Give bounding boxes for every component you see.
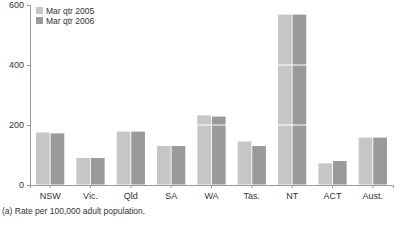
x-tick-label: SA xyxy=(165,191,177,201)
bar xyxy=(51,133,65,185)
y-tick-mark xyxy=(27,125,30,126)
bar xyxy=(238,142,252,186)
y-axis-line xyxy=(27,6,31,186)
bar xyxy=(278,15,292,185)
bar xyxy=(318,163,332,185)
x-tick: NT xyxy=(286,185,298,201)
bar xyxy=(117,132,131,185)
x-tick-mark xyxy=(90,185,91,188)
bars xyxy=(36,15,387,185)
bar xyxy=(157,146,171,185)
legend-item: Mar qtr 2006 xyxy=(36,16,94,26)
y-tick: 600 xyxy=(9,0,30,10)
legend-item: Mar qtr 2005 xyxy=(36,6,94,16)
x-tick: Aust. xyxy=(363,185,384,201)
x-axis-line xyxy=(31,186,394,189)
x-tick-label: Qld xyxy=(124,191,138,201)
x-tick-label: Vic. xyxy=(83,191,98,201)
x-tick: Qld xyxy=(124,185,138,201)
chart: 0 200 400 600 NSW Vic. Qld SA WA Tas. NT ACT Aust. Ma… xyxy=(0,0,397,227)
bar xyxy=(131,132,145,185)
x-tick-label: ACT xyxy=(324,191,343,201)
grid-line xyxy=(30,185,393,186)
grid-line xyxy=(30,65,393,66)
y-tick: 200 xyxy=(9,120,30,130)
y-tick-mark xyxy=(27,185,30,186)
x-tick-mark xyxy=(332,185,333,188)
x-tick-label: Tas. xyxy=(244,191,261,201)
grid-line xyxy=(30,125,393,126)
x-tick-label: NSW xyxy=(40,191,62,201)
bar xyxy=(373,138,387,185)
y-tick-label: 0 xyxy=(19,180,24,190)
x-tick-label: WA xyxy=(204,191,218,201)
y-tick: 0 xyxy=(19,180,30,190)
x-tick-mark xyxy=(130,185,131,188)
y-tick-label: 400 xyxy=(9,60,24,70)
bar xyxy=(197,115,211,185)
y-tick-mark xyxy=(27,65,30,66)
x-tick-label: Aust. xyxy=(363,191,384,201)
x-tick-mark xyxy=(372,185,373,188)
x-tick-mark xyxy=(211,185,212,188)
x-tick-mark xyxy=(171,185,172,188)
bar xyxy=(36,133,50,186)
x-tick: WA xyxy=(204,185,218,201)
bar xyxy=(91,158,105,185)
y-axis: 0 200 400 600 xyxy=(9,0,31,190)
legend-swatch xyxy=(36,17,43,24)
x-tick: Tas. xyxy=(244,185,261,201)
x-tick: Vic. xyxy=(83,185,98,201)
x-tick-mark xyxy=(251,185,252,188)
legend-label: Mar qtr 2005 xyxy=(46,6,94,16)
x-axis: NSW Vic. Qld SA WA Tas. NT ACT Aust. xyxy=(31,185,394,201)
y-tick-label: 600 xyxy=(9,0,24,10)
x-tick: NSW xyxy=(40,185,62,201)
bar xyxy=(333,161,347,185)
legend-swatch xyxy=(36,7,43,14)
x-tick-label: NT xyxy=(286,191,298,201)
bar xyxy=(172,146,186,185)
legend: Mar qtr 2005Mar qtr 2006 xyxy=(36,6,94,26)
y-tick-label: 200 xyxy=(9,120,24,130)
x-tick-mark xyxy=(50,185,51,188)
footnote: (a) Rate per 100,000 adult population. xyxy=(2,206,145,216)
bar xyxy=(212,117,226,185)
bar xyxy=(293,15,307,185)
x-tick: ACT xyxy=(324,185,343,201)
grid xyxy=(30,5,393,185)
x-tick-mark xyxy=(292,185,293,188)
plot-area: 0 200 400 600 NSW Vic. Qld SA WA Tas. NT ACT Aust. xyxy=(9,0,394,201)
bar xyxy=(76,158,90,185)
y-tick: 400 xyxy=(9,60,30,70)
x-tick: SA xyxy=(165,185,177,201)
bar xyxy=(252,146,266,185)
y-tick-mark xyxy=(27,5,30,6)
bar xyxy=(359,138,373,185)
legend-label: Mar qtr 2006 xyxy=(46,16,94,26)
